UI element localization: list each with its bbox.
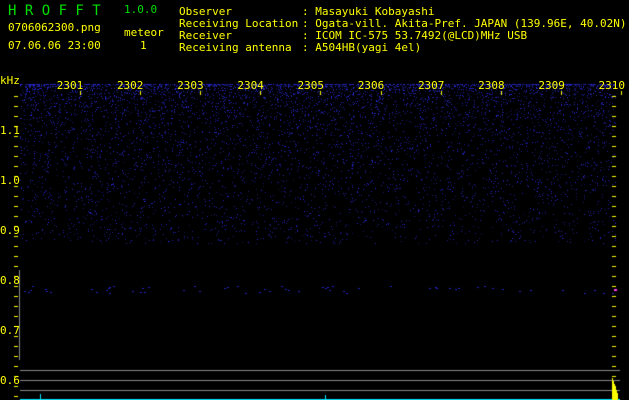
location-label: Receiving Location bbox=[179, 17, 299, 30]
x-tick-label: 2302 bbox=[116, 79, 144, 92]
y-tick-label: 0.6 bbox=[0, 374, 20, 387]
receiver-value: : ICOM IC-575 53.7492(@LCD)MHz USB bbox=[302, 29, 528, 42]
y-tick-label: 1.1 bbox=[0, 124, 20, 137]
file-name: 0706062300.png bbox=[8, 21, 101, 34]
y-tick-label: 0.9 bbox=[0, 224, 20, 237]
meteor-count: 1 bbox=[140, 39, 147, 52]
x-tick-label: 2306 bbox=[357, 79, 385, 92]
x-tick-label: 2304 bbox=[237, 79, 264, 92]
x-tick-label: 2309 bbox=[538, 79, 565, 92]
location-value: : Ogata-vill. Akita-Pref. JAPAN (139.96E… bbox=[302, 17, 627, 30]
x-tick-label: 2307 bbox=[417, 79, 445, 92]
y-tick-label: 0.7 bbox=[0, 324, 20, 337]
meteor-label: meteor bbox=[124, 26, 164, 39]
y-unit-label: kHz bbox=[0, 74, 20, 87]
file-datetime: 07.06.06 23:00 bbox=[8, 39, 101, 52]
app-version: 1.0.0 bbox=[124, 3, 158, 16]
x-tick-label: 2305 bbox=[297, 79, 325, 92]
antenna-label: Receiving antenna bbox=[179, 41, 292, 54]
observer-value: : Masayuki Kobayashi bbox=[302, 5, 435, 18]
app-logo: H R O F F T bbox=[8, 3, 101, 19]
x-tick-label: 2303 bbox=[177, 79, 204, 92]
receiver-label: Receiver bbox=[179, 29, 232, 42]
observer-label: Observer bbox=[179, 5, 232, 18]
x-tick-label: 2310 bbox=[598, 79, 626, 92]
y-tick-label: 1.0 bbox=[0, 174, 20, 187]
antenna-value: : A504HB(yagi 4el) bbox=[302, 41, 422, 54]
x-tick-label: 2308 bbox=[478, 79, 505, 92]
y-tick-label: 0.8 bbox=[0, 274, 20, 287]
x-tick-label: 2301 bbox=[56, 79, 84, 92]
